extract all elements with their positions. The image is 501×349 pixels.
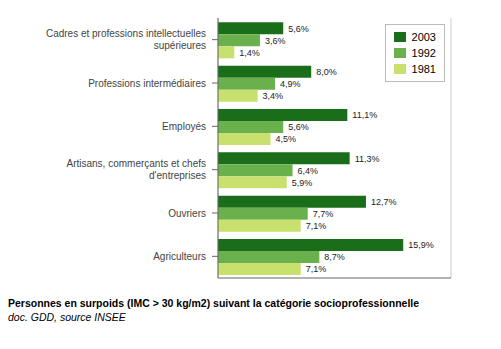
svg-text:12,7%: 12,7%: [371, 197, 397, 207]
svg-text:7,1%: 7,1%: [306, 221, 327, 231]
html-text:Personnes en surpoids (IMC > 3: Personnes en surpoids (IMC > 30 kg/m2) s…: [8, 297, 420, 309]
svg-text:1,4%: 1,4%: [239, 48, 260, 58]
html-text:doc. GDD, source INSEE: doc. GDD, source INSEE: [8, 311, 126, 323]
html-text:2003: 2003: [411, 31, 436, 43]
svg-text:7,7%: 7,7%: [313, 209, 334, 219]
svg-text:Employés: Employés: [162, 121, 206, 132]
svg-text:8,7%: 8,7%: [324, 252, 345, 262]
svg-text:6,4%: 6,4%: [298, 166, 319, 176]
svg-text:4,9%: 4,9%: [280, 79, 301, 89]
svg-text:15,9%: 15,9%: [408, 240, 434, 250]
svg-text:5,6%: 5,6%: [288, 122, 309, 132]
svg-text:7,1%: 7,1%: [306, 264, 327, 274]
svg-text:3,6%: 3,6%: [265, 36, 286, 46]
svg-text:Cadres et professions intellec: Cadres et professions intellectuellessup…: [46, 28, 206, 51]
svg-text:Professions intermédiaires: Professions intermédiaires: [88, 78, 206, 89]
svg-text:8,0%: 8,0%: [316, 67, 337, 77]
svg-text:5,9%: 5,9%: [292, 178, 313, 188]
svg-text:4,5%: 4,5%: [275, 134, 296, 144]
svg-text:11,1%: 11,1%: [352, 110, 377, 120]
svg-text:Artisans, commerçants et chefs: Artisans, commerçants et chefsd'entrepri…: [67, 158, 207, 181]
svg-text:3,4%: 3,4%: [263, 91, 284, 101]
svg-text:11,3%: 11,3%: [355, 154, 380, 164]
html-text:1992: 1992: [411, 47, 436, 59]
svg-text:Agriculteurs: Agriculteurs: [153, 251, 206, 262]
html-text:1981: 1981: [411, 63, 436, 75]
svg-text:Ouvriers: Ouvriers: [168, 208, 206, 219]
svg-text:5,6%: 5,6%: [288, 24, 309, 34]
